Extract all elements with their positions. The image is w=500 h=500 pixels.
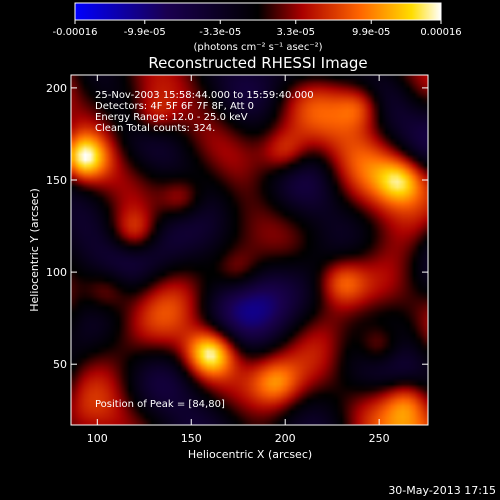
colorbar-tick-label: 3.3e-05	[277, 27, 315, 38]
x-tick-label: 200	[275, 432, 296, 445]
colorbar-tick-label: 9.9e-05	[352, 27, 390, 38]
colorbar-tick-label: -9.9e-05	[124, 27, 166, 38]
y-tick-label: 100	[46, 266, 67, 279]
x-tick-label: 250	[369, 432, 390, 445]
colorbar-unit-label: (photons cm⁻² s⁻¹ asec⁻²)	[193, 42, 322, 53]
colorbar-tick-label: -0.00016	[53, 27, 98, 38]
x-axis: 100 150 200 250	[87, 75, 390, 445]
plot-area: 100 150 200 250 50 100 150 200 25-Nov-2003 15:…	[46, 74, 429, 445]
annotation-detectors: Detectors: 4F 5F 6F 7F 8F, Att 0	[95, 101, 254, 112]
annotation-energy: Energy Range: 12.0 - 25.0 keV	[95, 112, 248, 123]
heatmap-image	[71, 75, 428, 425]
colorbar-tick-label: -3.3e-05	[199, 27, 241, 38]
y-axis-label: Heliocentric Y (arcsec)	[28, 188, 41, 312]
plot-frame	[70, 74, 429, 426]
annotation-peak: Position of Peak = [84,80]	[95, 399, 225, 410]
x-tick-label: 100	[87, 432, 108, 445]
colorbar	[74, 2, 442, 21]
annotation-clean: Clean Total counts: 324.	[95, 123, 215, 134]
y-tick-label: 150	[46, 174, 67, 187]
y-tick-label: 50	[53, 358, 67, 371]
y-tick-label: 200	[46, 82, 67, 95]
colorbar-tick-label: 0.00016	[420, 27, 461, 38]
chart-title: Reconstructed RHESSI Image	[148, 54, 367, 72]
colorbar-ticks: -0.00016 -9.9e-05 -3.3e-05 3.3e-05 9.9e-05 0.…	[53, 20, 462, 38]
annotation-time-range: 25-Nov-2003 15:58:44.000 to 15:59:40.000	[95, 90, 314, 101]
y-axis: 50 100 150 200	[46, 82, 428, 371]
footer-timestamp: 30-May-2013 17:15	[388, 484, 496, 497]
x-tick-label: 150	[181, 432, 202, 445]
x-axis-label: Heliocentric X (arcsec)	[188, 448, 312, 461]
